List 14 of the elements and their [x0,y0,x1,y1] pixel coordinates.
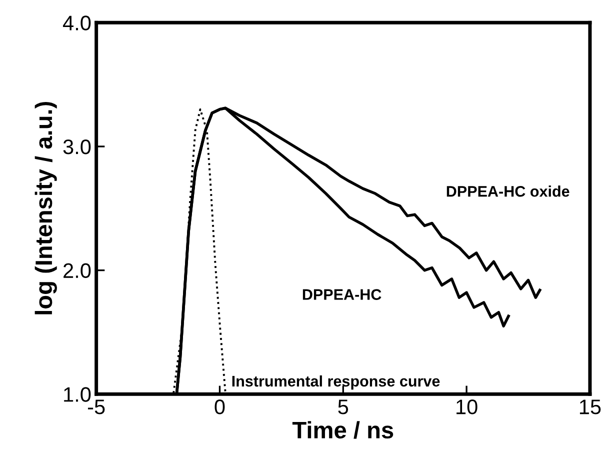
x-tick-label: 10 [456,400,478,414]
y-tick-label: 2.0 [64,263,91,278]
x-tick-label: 0 [214,400,225,414]
series-label: Instrumental response curve [232,375,440,390]
y-tick-label: 4.0 [62,16,91,30]
y-tick-label: 3.0 [63,139,91,154]
x-tick-label: -5 [88,400,105,414]
x-tick-label: 5 [338,400,348,414]
x-axis-title: Time / ns [292,421,394,439]
series-label: DPPEA-HC oxide [446,186,570,197]
x-tick-label: 15 [580,400,601,414]
y-axis-title: log (Intensity / a.u.) [34,102,57,314]
text: DPPEA-HC [302,289,382,300]
y-tick-label: 1.0 [64,387,91,402]
